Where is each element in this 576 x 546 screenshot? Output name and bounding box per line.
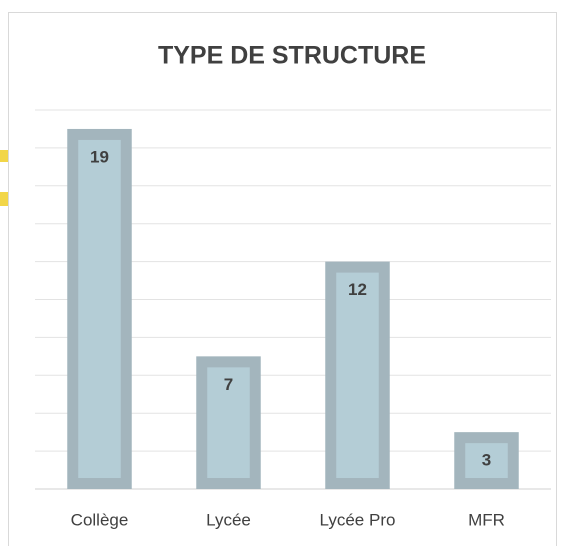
bar [454,432,519,489]
decoration [0,192,8,206]
x-tick-label: Lycée Pro [320,510,396,529]
chart-frame [8,12,557,546]
bar [196,356,261,490]
x-tick-label: MFR [468,510,505,529]
x-tick-label: Collège [71,510,129,529]
decoration [0,150,8,162]
data-label: 12 [348,280,367,299]
data-label: 19 [90,147,109,166]
chart-title: TYPE DE STRUCTURE [158,42,426,70]
data-label: 7 [224,375,233,394]
x-tick-label: Lycée [206,510,251,529]
bar [67,128,132,489]
bar [325,261,390,489]
data-label: 3 [482,451,491,470]
